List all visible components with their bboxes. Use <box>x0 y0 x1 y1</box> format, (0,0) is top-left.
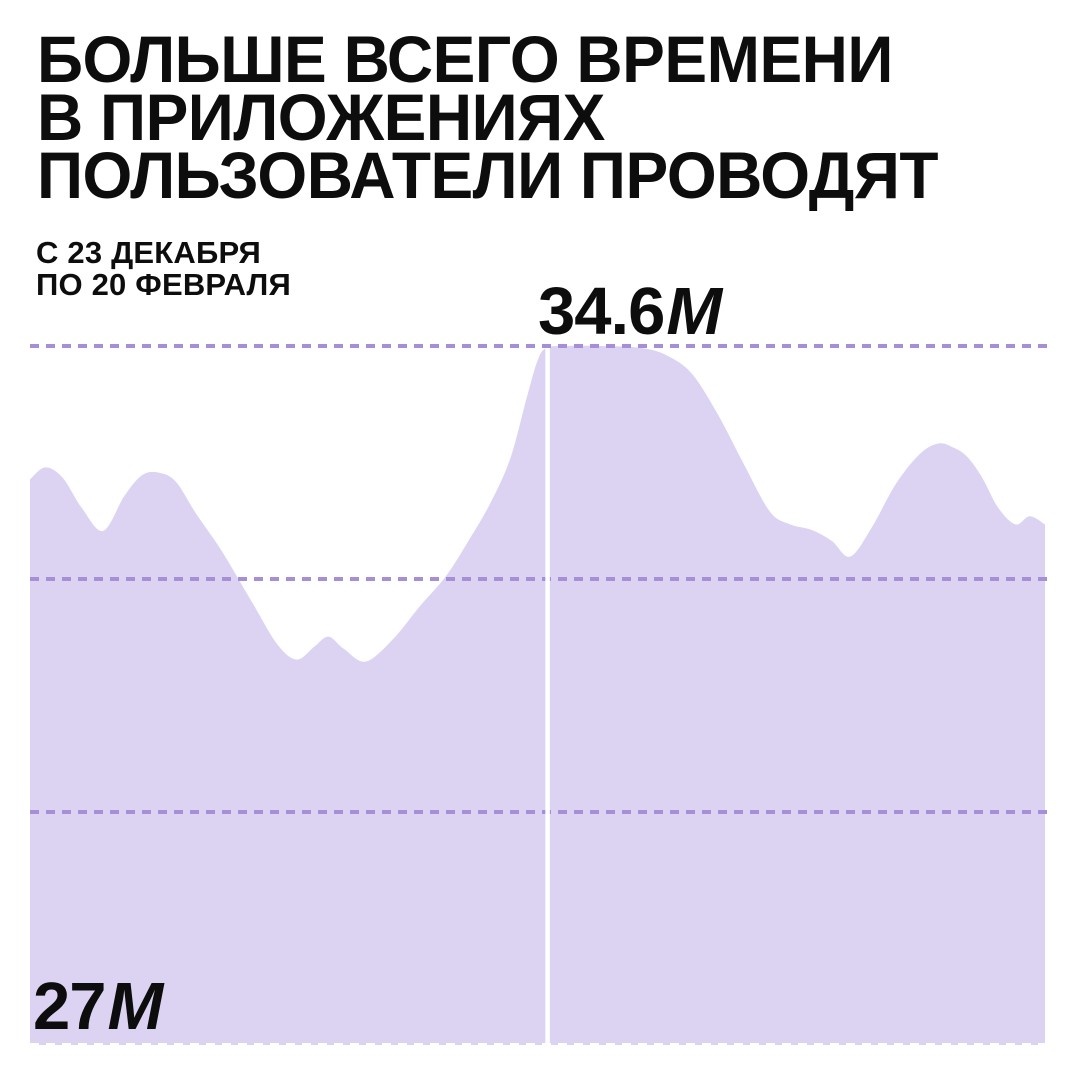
baseline-value-label: 27М <box>33 973 163 1040</box>
baseline-value-number: 27 <box>33 969 107 1044</box>
baseline-value-unit: М <box>107 969 164 1044</box>
date-range-line: ПО 20 ФЕВРАЛЯ <box>36 267 291 302</box>
page-title-line: ПОЛЬЗОВАТЕЛИ ПРОВОДЯТ <box>37 138 939 212</box>
dashed-gridlines <box>30 344 1048 1047</box>
date-range-subtitle: С 23 ДЕКАБРЯ ПО 20 ФЕВРАЛЯ <box>36 237 291 301</box>
peak-value-label: 34.6М <box>538 278 722 345</box>
page-title-line: БОЛЬШЕ ВСЕГО ВРЕМЕНИ <box>37 22 893 96</box>
peak-value-unit: М <box>666 274 722 349</box>
peak-value-number: 34.6 <box>538 274 665 349</box>
page-title-line: В ПРИЛОЖЕНИЯХ <box>37 80 605 154</box>
chart-area-fill <box>30 345 1045 1045</box>
page-title: БОЛЬШЕ ВСЕГО ВРЕМЕНИ В ПРИЛОЖЕНИЯХ ПОЛЬЗ… <box>37 22 939 212</box>
date-range-line: С 23 ДЕКАБРЯ <box>36 235 262 270</box>
